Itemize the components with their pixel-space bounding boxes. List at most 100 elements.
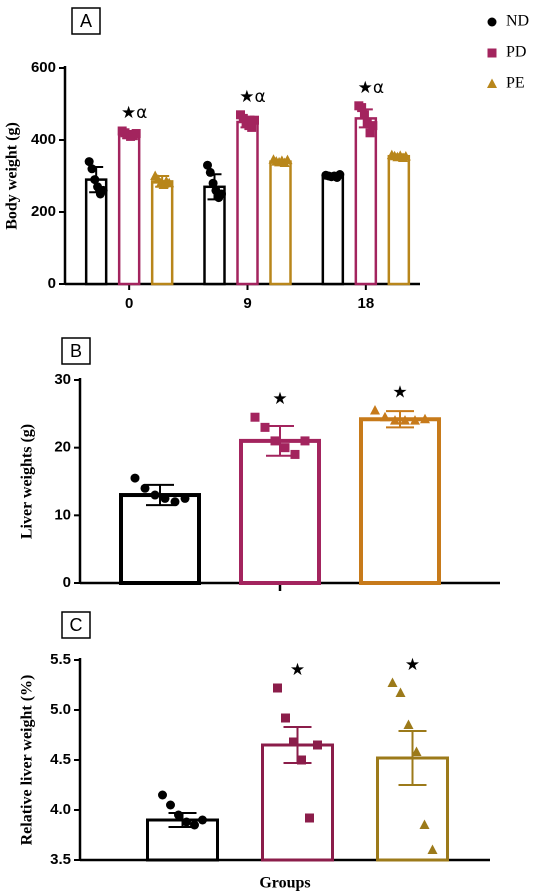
data-point xyxy=(174,810,183,820)
data-point xyxy=(247,122,257,132)
data-point xyxy=(419,819,430,829)
data-point xyxy=(289,737,298,747)
data-point xyxy=(84,157,94,167)
data-point xyxy=(305,813,314,823)
bar xyxy=(354,117,378,286)
data-point xyxy=(400,151,411,161)
data-point xyxy=(150,490,160,500)
bar xyxy=(150,180,174,286)
legend-label: PE xyxy=(506,75,525,92)
data-point xyxy=(280,443,290,453)
data-point xyxy=(182,817,191,827)
data-point xyxy=(370,404,380,415)
data-point xyxy=(487,48,497,58)
y-tick-label: 4.5 xyxy=(50,751,71,768)
panel-box xyxy=(71,7,101,35)
legend-label: ND xyxy=(506,13,529,30)
panel-label: B xyxy=(70,341,82,361)
y-tick-label: 4.0 xyxy=(50,801,71,818)
data-point xyxy=(300,436,310,446)
data-point xyxy=(270,436,280,446)
bar xyxy=(359,417,441,585)
annotation: ★α xyxy=(121,103,147,123)
bar xyxy=(321,174,345,286)
data-point xyxy=(290,449,300,459)
data-point xyxy=(403,719,414,729)
data-point xyxy=(420,413,430,424)
data-point xyxy=(87,164,97,174)
data-point xyxy=(335,170,345,180)
annotation: ★ xyxy=(272,389,287,409)
y-tick-label: 3.5 xyxy=(50,851,71,868)
bar xyxy=(239,438,321,585)
data-point xyxy=(164,177,175,188)
data-point xyxy=(190,820,199,830)
data-point xyxy=(273,683,282,693)
data-point xyxy=(365,128,375,138)
annotation: ★ xyxy=(405,655,420,675)
x-tick-label: 0 xyxy=(125,295,133,312)
data-point xyxy=(281,713,290,723)
error-bar xyxy=(266,425,294,457)
data-point xyxy=(158,790,167,800)
data-point xyxy=(130,473,140,483)
y-tick-label: 30 xyxy=(54,371,71,388)
data-point xyxy=(395,687,406,697)
data-point xyxy=(390,415,400,425)
panel-box xyxy=(61,611,91,639)
y-axis-label: Liver weights (g) xyxy=(19,424,36,539)
bar xyxy=(117,133,141,286)
y-tick-label: 5.0 xyxy=(50,701,71,718)
bar xyxy=(236,120,259,286)
data-point xyxy=(357,103,367,113)
y-tick-label: 5.5 xyxy=(50,651,71,668)
annotation: ★α xyxy=(358,78,384,98)
bar xyxy=(203,185,226,286)
y-tick-label: 0 xyxy=(63,574,71,591)
data-point xyxy=(400,415,410,425)
data-point xyxy=(198,815,207,825)
data-point xyxy=(282,154,293,165)
data-point xyxy=(140,483,150,493)
data-point xyxy=(487,17,497,27)
data-point xyxy=(208,178,218,188)
y-tick-label: 20 xyxy=(54,439,71,456)
data-point xyxy=(427,844,438,854)
y-tick-label: 10 xyxy=(54,506,71,523)
data-point xyxy=(217,189,226,199)
bar xyxy=(269,160,292,286)
data-point xyxy=(368,121,378,131)
data-point xyxy=(387,677,398,687)
annotation: ★α xyxy=(239,87,265,107)
data-point xyxy=(90,175,100,185)
bar xyxy=(387,154,411,286)
data-point xyxy=(250,115,259,125)
error-bar xyxy=(386,410,414,429)
data-point xyxy=(313,740,322,750)
data-point xyxy=(362,117,372,127)
data-point xyxy=(166,800,175,810)
y-tick-label: 0 xyxy=(48,275,56,292)
y-tick-label: 600 xyxy=(31,59,56,76)
annotation: ★ xyxy=(290,660,305,680)
bar xyxy=(119,493,201,585)
x-tick-label: 18 xyxy=(357,295,374,312)
y-tick-label: 400 xyxy=(31,131,56,148)
data-point xyxy=(260,422,270,432)
panel-label: C xyxy=(70,615,83,635)
data-point xyxy=(205,167,215,177)
data-point xyxy=(170,497,180,507)
y-axis-label: Relative liver weight (%) xyxy=(19,675,36,846)
data-point xyxy=(98,185,108,195)
y-axis-label: Body weight (g) xyxy=(4,122,21,230)
data-point xyxy=(131,129,141,139)
y-tick-label: 200 xyxy=(31,203,56,220)
data-point xyxy=(380,411,390,422)
x-axis-label: Groups xyxy=(259,875,310,892)
error-bar xyxy=(398,730,427,786)
panel-label: A xyxy=(80,11,92,31)
panel-box xyxy=(61,337,91,365)
x-tick-label: 9 xyxy=(243,295,251,312)
data-point xyxy=(359,110,369,120)
